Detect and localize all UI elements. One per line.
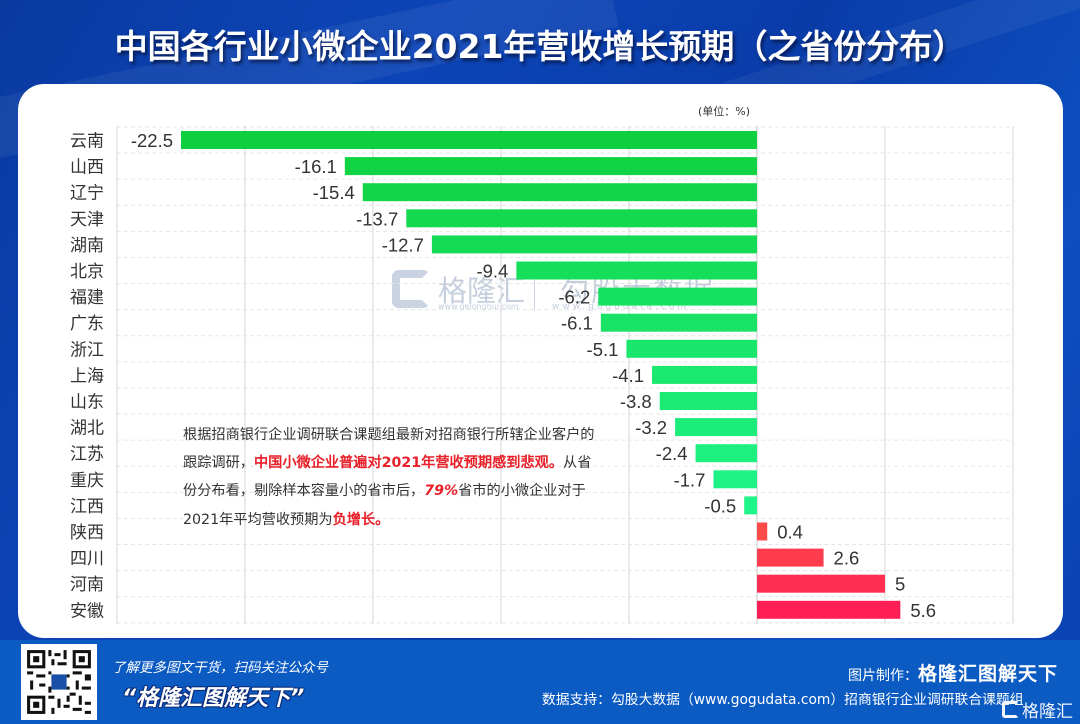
value-labels: -22.5 -16.1 -15.4-13.7 -12.7 -9.4 -6.2 -6.1 -5.… xyxy=(131,130,936,621)
bar xyxy=(757,600,901,619)
value-label: 5.6 xyxy=(910,600,936,621)
value-label: -0.5 xyxy=(704,495,736,516)
bar xyxy=(713,470,757,489)
category-label: 北京 xyxy=(70,262,104,282)
gelonghui-logo-icon xyxy=(1002,701,1019,718)
note-text: 根据招商银行企业调研联合课题组最新对招商银行所辖企业客户的跟踪调研， xyxy=(183,427,595,472)
value-label: -2.4 xyxy=(656,443,688,464)
category-label: 江西 xyxy=(70,497,104,517)
category-label: 湖北 xyxy=(70,419,104,439)
value-label: -6.1 xyxy=(561,313,593,334)
note-text: 从省份分布看，剔除样本容量小的省市后， xyxy=(183,455,592,500)
category-label: 重庆 xyxy=(70,471,104,491)
footer-credit: 图片制作：格隆汇图解天下 xyxy=(848,659,1058,686)
value-label: -6.2 xyxy=(558,287,590,308)
value-label: 5 xyxy=(895,574,905,595)
qr-code-icon xyxy=(21,644,97,720)
value-label: -4.1 xyxy=(612,365,644,386)
note-highlight: 中国小微企业普遍对2021年营收预期感到悲观。 xyxy=(253,455,564,472)
annotation-text: 根据招商银行企业调研联合课题组最新对招商银行所辖企业客户的跟踪调研，中国小微企业… xyxy=(183,421,603,534)
bar xyxy=(744,496,757,515)
credit-brand: 格隆汇图解天下 xyxy=(917,663,1058,685)
bar xyxy=(600,313,757,332)
bar xyxy=(598,287,757,306)
bar xyxy=(406,209,757,228)
category-label: 福建 xyxy=(70,288,104,308)
corner-logo-text: 格隆汇 xyxy=(1022,702,1073,722)
bar xyxy=(695,444,757,463)
value-label: -1.7 xyxy=(674,469,706,490)
category-label: 安徽 xyxy=(70,601,104,621)
value-label: -12.7 xyxy=(382,234,424,255)
category-label: 河南 xyxy=(70,575,104,595)
bar xyxy=(652,365,757,384)
bars xyxy=(181,131,901,619)
value-label: -22.5 xyxy=(131,130,173,151)
bar xyxy=(757,522,768,541)
category-label: 上海 xyxy=(70,366,104,386)
category-label: 山西 xyxy=(70,158,104,178)
value-label: -3.8 xyxy=(620,391,652,412)
bar xyxy=(181,131,757,149)
note-text: 省市的小微企业对于2021年平均营收预期为 xyxy=(183,483,586,528)
bar xyxy=(659,392,757,410)
category-label: 陕西 xyxy=(70,523,104,543)
bar xyxy=(431,235,757,254)
grid-lines xyxy=(116,126,1014,624)
bar xyxy=(626,339,757,358)
corner-logo: 格隆汇 xyxy=(1002,697,1073,722)
bar xyxy=(362,183,757,202)
footer xyxy=(0,640,1080,724)
category-label: 广东 xyxy=(70,314,104,334)
bar xyxy=(757,574,885,593)
footer-subtitle: 了解更多图文干货，扫码关注公众号 xyxy=(112,660,328,676)
value-label: -9.4 xyxy=(476,261,508,282)
note-highlight: 负增长。 xyxy=(332,511,390,528)
note-highlight-percent: 79% xyxy=(424,483,459,500)
bar xyxy=(516,261,757,280)
category-label: 四川 xyxy=(70,549,104,569)
category-label: 江苏 xyxy=(70,445,104,465)
chart-panel xyxy=(18,84,1063,638)
bar xyxy=(757,548,824,567)
category-label: 辽宁 xyxy=(70,184,104,204)
data-source: 数据支持：勾股大数据（www.gogudata.com）招商银行企业调研联合课题… xyxy=(542,692,1024,708)
category-label: 云南 xyxy=(70,132,104,152)
value-label: -13.7 xyxy=(356,208,398,229)
value-label: -16.1 xyxy=(295,156,337,177)
bar xyxy=(344,157,757,176)
category-label: 湖南 xyxy=(70,236,104,256)
value-label: 0.4 xyxy=(777,522,803,543)
credit-label: 图片制作： xyxy=(847,668,918,684)
bar xyxy=(675,418,757,437)
category-label: 天津 xyxy=(70,210,104,230)
category-label: 山东 xyxy=(70,393,104,413)
qr-code[interactable] xyxy=(21,644,97,720)
value-label: -15.4 xyxy=(313,182,355,203)
value-label: -5.1 xyxy=(587,339,619,360)
value-label: -3.2 xyxy=(635,417,667,438)
category-label: 浙江 xyxy=(70,340,104,360)
value-label: 2.6 xyxy=(834,548,860,569)
footer-slogan: “格隆汇图解天下” xyxy=(122,686,305,711)
page-title: 中国各行业小微企业2021年营收增长预期（之省份分布） xyxy=(114,27,966,66)
unit-label: (单位：%) xyxy=(698,105,751,118)
